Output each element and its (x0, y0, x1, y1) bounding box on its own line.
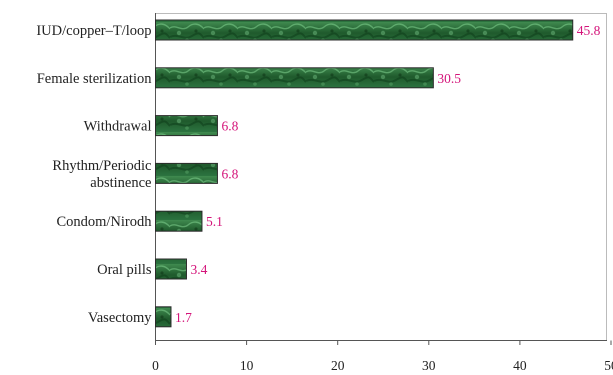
value-labels: 45.8 30.5 6.8 6.8 5.1 3.4 1.7 (175, 23, 601, 325)
category-label: Rhythm/Periodic (52, 158, 151, 174)
category-label: Condom/Nirodh (56, 214, 152, 230)
category-label: Oral pills (97, 262, 152, 278)
category-labels: IUD/copper–T/loop Female sterilization Wit… (36, 23, 152, 326)
x-tick-label: 30 (422, 358, 436, 373)
category-label: Withdrawal (84, 119, 152, 135)
bar (155, 19, 574, 41)
bar (155, 306, 172, 328)
value-label: 6.8 (221, 166, 238, 181)
x-tick-label: 20 (331, 358, 345, 373)
category-label: Female sterilization (37, 71, 153, 87)
value-label: 1.7 (175, 310, 192, 325)
value-label: 5.1 (206, 214, 223, 229)
value-label: 30.5 (437, 71, 461, 86)
category-label: abstinence (90, 175, 151, 191)
value-label: 3.4 (190, 262, 207, 277)
x-axis-ticks: 0 10 20 30 40 50 (152, 340, 613, 373)
x-tick-label: 40 (513, 358, 527, 373)
bar (155, 210, 203, 232)
x-tick-label: 50 (604, 358, 613, 373)
value-label: 45.8 (577, 23, 601, 38)
category-label: IUD/copper–T/loop (36, 23, 151, 39)
x-tick-label: 10 (240, 358, 254, 373)
bar-series (155, 19, 574, 328)
category-label: Vasectomy (88, 310, 152, 326)
bar (155, 162, 218, 184)
bar (155, 258, 187, 280)
bar (155, 115, 218, 137)
x-tick-label: 0 (152, 358, 159, 373)
value-label: 6.8 (221, 119, 238, 134)
bar (155, 67, 434, 89)
